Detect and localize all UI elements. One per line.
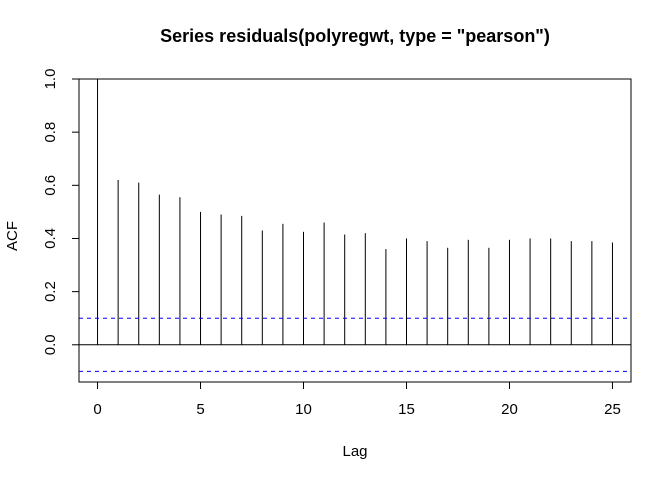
acf-bars <box>79 79 631 346</box>
x-axis-label: Lag <box>342 443 367 460</box>
x-tick-label: 0 <box>93 401 101 418</box>
x-tick-label: 25 <box>604 401 621 418</box>
y-axis: 0.0 0.2 0.4 0.6 0.8 1.0 <box>42 69 80 355</box>
plot-frame <box>78 78 632 383</box>
y-tick-label: 0.4 <box>42 228 59 249</box>
y-tick-label: 1.0 <box>42 69 59 90</box>
x-tick-label: 20 <box>501 401 518 418</box>
confidence-bounds <box>79 317 631 372</box>
y-axis-label: ACF <box>4 221 21 251</box>
y-tick-label: 0.6 <box>42 175 59 196</box>
y-tick-label: 0.0 <box>42 334 59 355</box>
y-tick-label: 0.8 <box>42 122 59 143</box>
x-tick-label: 5 <box>196 401 204 418</box>
x-axis: 0 5 10 15 20 25 <box>93 381 621 418</box>
chart-title: Series residuals(polyregwt, type = "pear… <box>160 26 550 46</box>
y-tick-label: 0.2 <box>42 281 59 302</box>
x-tick-label: 10 <box>295 401 312 418</box>
x-tick-label: 15 <box>398 401 415 418</box>
